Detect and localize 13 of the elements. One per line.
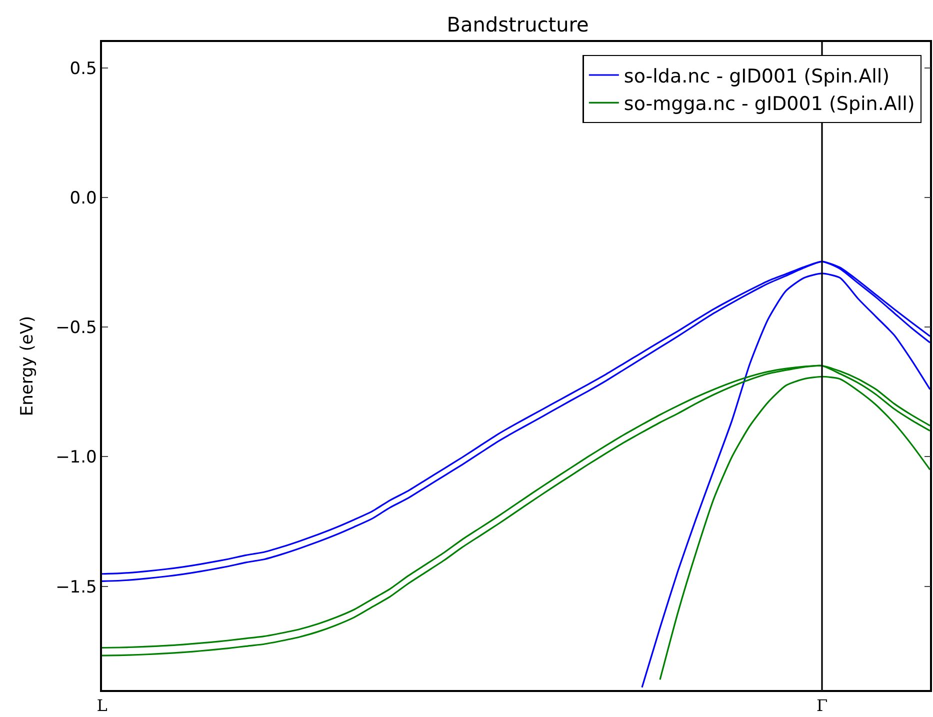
y-tick-label: 0.0 bbox=[70, 188, 97, 208]
x-tick-label: L bbox=[96, 696, 108, 715]
y-tick-label: 0.5 bbox=[70, 58, 97, 79]
legend-label: so-mgga.nc - gID001 (Spin.All) bbox=[624, 93, 915, 116]
y-tick-label: −0.5 bbox=[56, 318, 97, 338]
line-series bbox=[659, 376, 930, 680]
y-tick-label: −1.0 bbox=[56, 448, 97, 468]
x-tick-label: Γ bbox=[816, 696, 828, 715]
y-axis-title: Energy (eV) bbox=[18, 316, 38, 416]
line-series bbox=[641, 272, 930, 688]
chart-title: Bandstructure bbox=[446, 12, 589, 36]
legend-label: so-lda.nc - gID001 (Spin.All) bbox=[624, 65, 890, 88]
y-tick-label: −1.5 bbox=[56, 577, 97, 598]
